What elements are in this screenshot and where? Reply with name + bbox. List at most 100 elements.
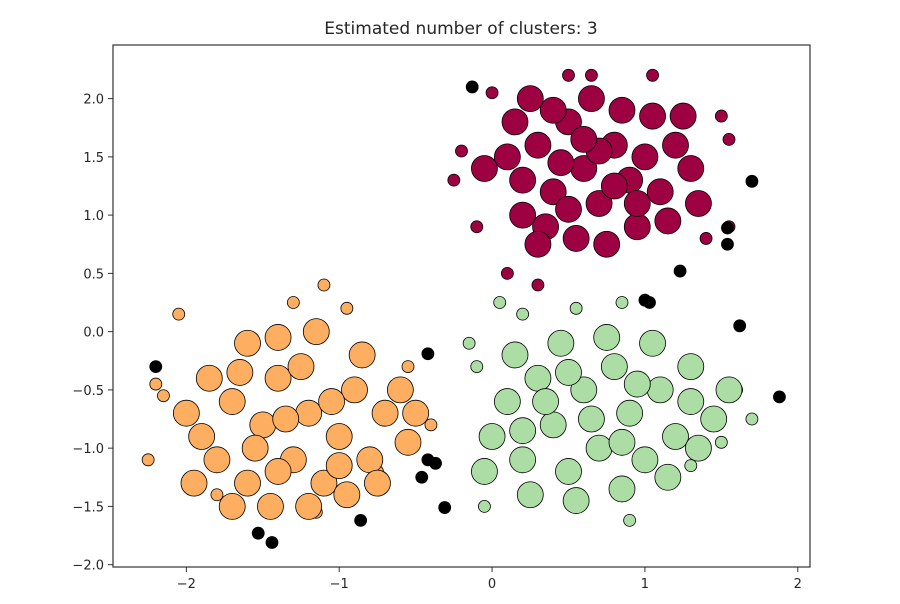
cluster-0-core-point (547, 149, 575, 177)
cluster-1-core-point (264, 324, 292, 351)
cluster-0-core-point (555, 195, 582, 223)
cluster-1-core-point (264, 364, 292, 392)
cluster-1-core-point (386, 376, 414, 404)
cluster-1-core-point (318, 388, 345, 415)
cluster-2-core-point (593, 324, 621, 351)
cluster-0-core-point (585, 190, 613, 217)
cluster-1-core-point (257, 493, 284, 520)
cluster-0-core-point (662, 131, 689, 159)
cluster-0-core-point (631, 143, 659, 171)
cluster-0-border-point (714, 109, 728, 123)
cluster-1-core-point (348, 341, 376, 369)
y-tick-label: −0.5 (72, 384, 104, 399)
noise-border-point (421, 347, 435, 361)
cluster-2-border-point (569, 301, 583, 315)
cluster-1-border-point (286, 296, 300, 309)
cluster-2-core-point (516, 481, 544, 509)
y-tick-label: 1.0 (83, 209, 104, 224)
cluster-2-core-point (608, 428, 636, 456)
cluster-2-core-point (471, 458, 498, 485)
noise-border-point (354, 513, 368, 527)
cluster-2-border-point (684, 459, 698, 473)
points-layer (141, 68, 786, 549)
cluster-0-core-point (593, 230, 621, 258)
cluster-2-core-point (677, 388, 705, 415)
cluster-2-core-point (600, 353, 628, 380)
cluster-1-core-point (325, 452, 353, 480)
axes-frame (112, 44, 811, 568)
cluster-0-core-point (570, 125, 598, 153)
y-axis: 2.0 1.5 1.0 0.5 0.0 −0.5 −1.0 −1.5 −2.0 (72, 93, 113, 574)
noise-border-point (251, 526, 265, 540)
cluster-0-core-point (471, 155, 498, 182)
cluster-1-core-point (249, 411, 277, 439)
cluster-2-core-point (608, 475, 636, 503)
cluster-1-core-point (272, 405, 300, 433)
cluster-1-core-point (295, 493, 323, 520)
cluster-0-core-point (646, 178, 674, 206)
cluster-2-core-point (547, 329, 575, 357)
cluster-2-core-point (555, 458, 582, 485)
cluster-2-core-point (524, 364, 552, 392)
noise-border-point (773, 390, 786, 404)
cluster-0-core-point (654, 207, 682, 235)
cluster-0-core-point (623, 213, 651, 241)
cluster-2-core-point (539, 411, 567, 439)
cluster-1-core-point (172, 399, 200, 427)
cluster-0-core-point (562, 225, 590, 252)
cluster-2-core-point (509, 417, 537, 445)
cluster-0-core-point (509, 201, 537, 229)
cluster-2-core-point (585, 434, 613, 462)
cluster-0-border-point (455, 144, 468, 158)
cluster-0-core-point (524, 131, 552, 159)
cluster-2-border-point (745, 412, 759, 426)
noise-border-point (265, 536, 279, 549)
cluster-0-core-point (623, 190, 651, 217)
x-tick-label: −1 (330, 577, 349, 592)
noise-border-point (429, 456, 442, 470)
cluster-2-core-point (677, 353, 705, 380)
cluster-2-core-point (509, 446, 537, 474)
cluster-1-core-point (241, 434, 269, 462)
cluster-0-core-point (509, 166, 537, 194)
cluster-2-core-point (501, 341, 529, 369)
cluster-2-border-point (623, 513, 637, 527)
cluster-1-core-point (394, 428, 422, 456)
cluster-0-core-point (639, 102, 666, 130)
y-tick-label: 0.5 (83, 267, 104, 282)
cluster-2-border-point (493, 296, 507, 309)
x-tick-label: 1 (641, 577, 649, 592)
cluster-0-border-point (585, 68, 598, 82)
cluster-1-core-point (218, 388, 246, 415)
cluster-1-border-point (340, 301, 354, 315)
cluster-0-core-point (493, 143, 521, 171)
cluster-1-border-point (401, 360, 415, 373)
y-tick-label: 0.0 (83, 326, 104, 341)
cluster-1-core-point (302, 318, 330, 346)
cluster-1-core-point (264, 458, 292, 485)
cluster-2-border-point (462, 336, 476, 350)
noise-border-point (149, 360, 163, 373)
cluster-0-border-point (470, 220, 484, 234)
cluster-1-core-point (218, 493, 246, 520)
x-tick-label: 0 (488, 577, 496, 592)
cluster-2-core-point (623, 370, 651, 398)
noise-border-point (415, 470, 429, 484)
cluster-0-core-point (677, 155, 705, 182)
cluster-0-border-point (485, 86, 499, 100)
cluster-0-core-point (539, 96, 567, 124)
cluster-2-core-point (532, 388, 559, 415)
y-tick-label: −1.5 (72, 500, 104, 515)
cluster-1-core-point (371, 399, 399, 427)
cluster-1-border-point (157, 389, 170, 403)
y-tick-label: 1.5 (83, 151, 104, 166)
cluster-2-core-point (570, 376, 598, 404)
noise-border-point (733, 319, 747, 333)
cluster-1-core-point (287, 353, 315, 380)
cluster-2-core-point (555, 359, 582, 386)
cluster-0-core-point (539, 178, 567, 206)
cluster-1-core-point (333, 481, 361, 509)
cluster-1-core-point (234, 329, 261, 357)
cluster-2-core-point (631, 446, 659, 474)
